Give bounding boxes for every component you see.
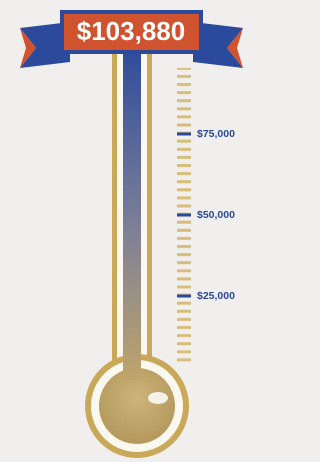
major-tick xyxy=(177,295,191,298)
tick-label: $50,000 xyxy=(197,209,235,221)
tick-label: $25,000 xyxy=(197,290,235,302)
thermometer-graphic: $25,000 $50,000 $75,000 $103,880 xyxy=(0,0,263,462)
total-label: $103,880 xyxy=(77,16,185,46)
tick-label: $75,000 xyxy=(197,128,235,140)
mercury xyxy=(123,40,141,380)
bulb-shine xyxy=(148,392,168,404)
major-tick xyxy=(177,133,191,136)
major-tick xyxy=(177,214,191,217)
page: {"chart_data": {"type": "thermometer", "… xyxy=(0,0,320,462)
